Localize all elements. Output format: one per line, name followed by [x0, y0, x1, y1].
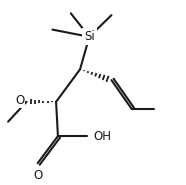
Text: O: O	[15, 94, 24, 107]
Text: Si: Si	[84, 30, 95, 43]
Text: O: O	[33, 169, 42, 182]
Text: OH: OH	[93, 130, 111, 143]
